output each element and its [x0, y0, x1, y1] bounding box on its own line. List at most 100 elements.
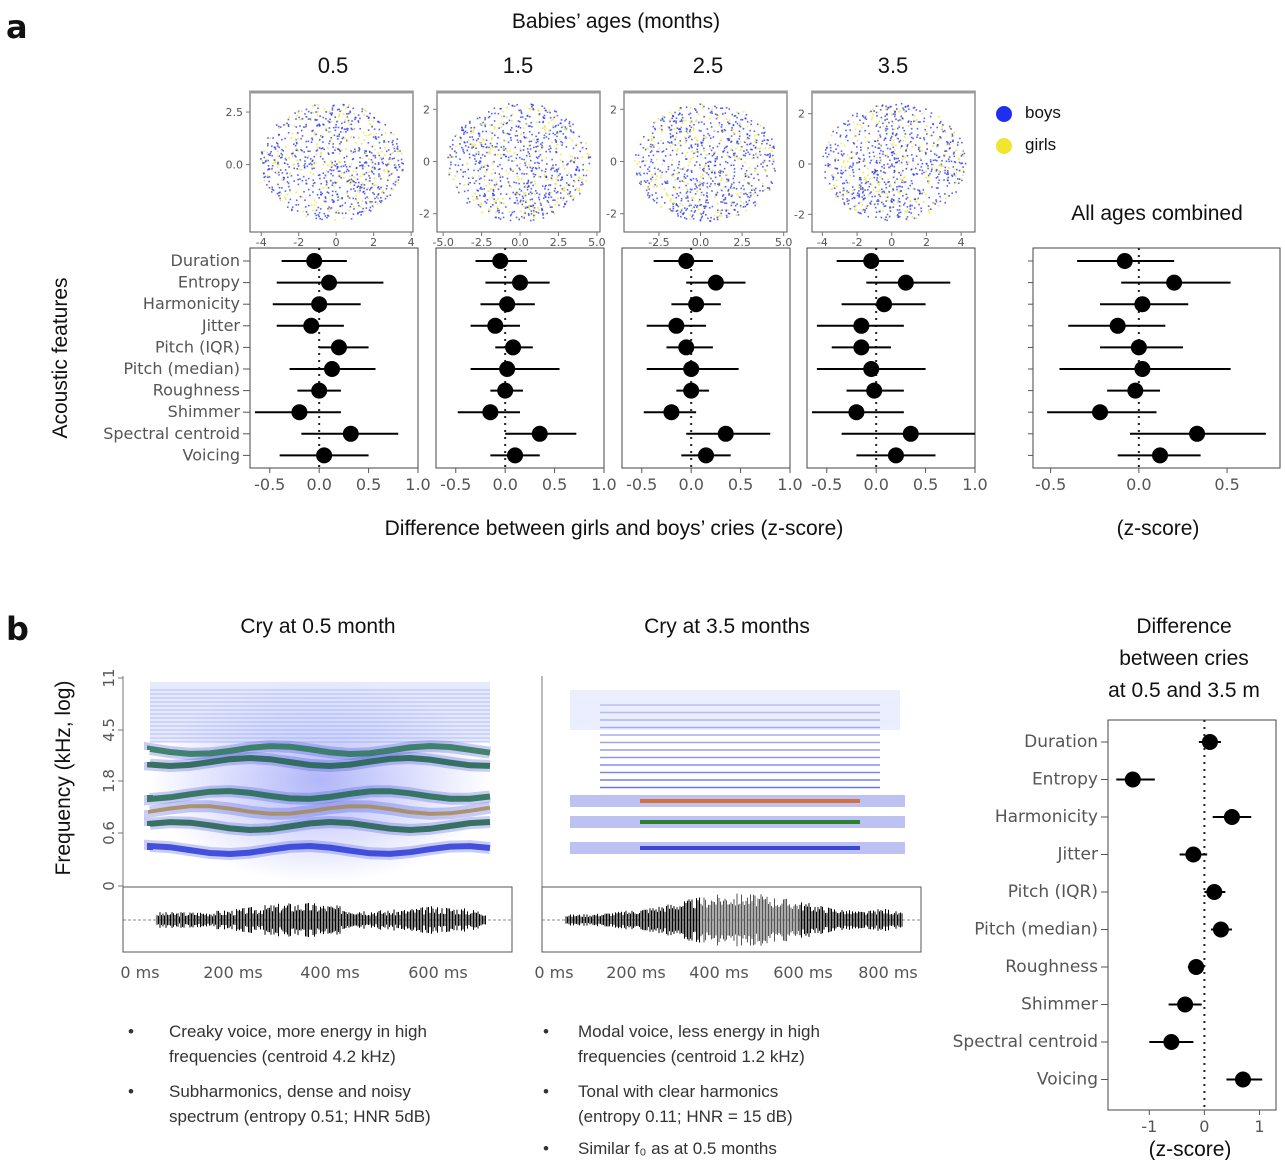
estimate-point	[531, 425, 548, 442]
estimate-point	[342, 425, 359, 442]
legend-girls-marker	[996, 138, 1012, 154]
time-tick: 0 ms	[534, 963, 573, 982]
diff-xlabel: (z-score)	[1149, 1138, 1232, 1160]
forest-age-0.5: Duration Entropy Harmonicity Jitter Pitch (I…	[103, 247, 431, 494]
forest-xtick: 1.0	[405, 475, 430, 494]
umap-ytick: 0	[610, 156, 617, 169]
umap-panel-2.5: 2.5 -2.5 0.0 2.5 5.0 2 0 -2	[606, 53, 792, 249]
umap-age-title: 2.5	[693, 53, 724, 78]
forest-panels: Duration Entropy Harmonicity Jitter Pitch (I…	[103, 247, 1281, 494]
estimate-point	[1109, 317, 1126, 334]
forest-xtick: -0.5	[1035, 475, 1066, 494]
estimate-point	[330, 339, 347, 356]
freq-axis-left: 11 4.5 1.8 0.6 0	[100, 668, 124, 891]
umap-age-title: 3.5	[878, 53, 909, 78]
forest-xtick: 0.5	[913, 475, 938, 494]
umap-age-title: 1.5	[503, 53, 534, 78]
bullet-mid-2-line1: Tonal with clear harmonics	[578, 1082, 778, 1101]
forest-frame	[249, 247, 419, 469]
estimate-point	[688, 296, 705, 313]
bullet-mid-1-line1: Modal voice, less energy in high	[578, 1022, 820, 1041]
estimate-point	[321, 274, 338, 291]
estimate-point	[876, 296, 893, 313]
estimate-point	[902, 425, 919, 442]
estimate-point	[683, 361, 700, 377]
forest-xlabel: Difference between girls and boys’ cries…	[385, 517, 844, 540]
umap-xtick: 2.5	[550, 236, 568, 249]
estimate-point	[1124, 771, 1141, 788]
umap-frame	[811, 90, 976, 233]
umap-ytick: 0	[798, 158, 805, 171]
estimate-point	[663, 404, 680, 421]
feature-label: Harmonicity	[143, 294, 240, 313]
waveform-mid	[541, 886, 922, 953]
umap-frame	[249, 90, 414, 233]
umap-frame	[623, 90, 788, 233]
bullets-left: • Creaky voice, more energy in high freq…	[128, 1022, 431, 1126]
umap-xtick: 2.5	[733, 236, 751, 249]
spectrogram-mid	[570, 690, 905, 854]
forest-frame	[1032, 247, 1281, 469]
umap-xtick: 0.0	[692, 236, 710, 249]
umap-points	[633, 103, 776, 222]
legend-boys-label: boys	[1025, 103, 1061, 122]
estimate-point	[482, 404, 499, 421]
feature-label: Harmonicity	[995, 807, 1098, 827]
estimate-point	[487, 317, 504, 334]
umap-xtick: -2.5	[471, 236, 492, 249]
bullet-left-2-line1: Subharmonics, dense and noisy	[169, 1082, 411, 1101]
combined-xlabel: (z-score)	[1117, 517, 1200, 540]
svg-text:•: •	[543, 1139, 549, 1158]
estimate-point	[897, 274, 914, 291]
estimate-point	[1152, 447, 1169, 464]
estimate-point	[497, 382, 514, 399]
forest-xtick: 0.0	[863, 475, 888, 494]
umap-xtick: 5.0	[775, 236, 793, 249]
umap-xtick: -2.5	[648, 236, 669, 249]
feature-label: Jitter	[1056, 845, 1098, 865]
feature-label: Spectral centroid	[103, 424, 240, 443]
estimate-point	[853, 339, 870, 356]
forest-xtick: 0.0	[492, 475, 517, 494]
forest-xtick: 0.5	[1214, 475, 1239, 494]
feature-label: Pitch (median)	[124, 359, 241, 378]
diff-title-line2: between cries	[1119, 647, 1249, 670]
umap-points	[260, 103, 404, 221]
feature-label: Duration	[171, 251, 241, 270]
estimate-point	[1163, 1034, 1180, 1050]
estimate-point	[717, 425, 734, 442]
estimate-point	[306, 253, 323, 269]
umap-xtick: -4	[256, 236, 267, 249]
umap-xtick: 0.0	[511, 236, 529, 249]
freq-tick: 4.5	[100, 718, 118, 742]
all-ages-title: All ages combined	[1071, 202, 1243, 225]
umap-xtick: -4	[817, 236, 828, 249]
umap-xtick: 0	[333, 236, 340, 249]
estimate-point	[324, 361, 341, 377]
umap-xtick: 2	[923, 236, 930, 249]
umap-xtick: -2	[293, 236, 304, 249]
estimate-point	[512, 274, 528, 291]
estimate-point	[1185, 846, 1202, 863]
waveform-left	[122, 886, 513, 953]
feature-label: Entropy	[1032, 770, 1098, 790]
estimate-point	[1234, 1071, 1251, 1088]
estimate-point	[683, 382, 700, 399]
estimate-point	[1134, 361, 1151, 377]
time-tick: 400 ms	[300, 963, 360, 982]
umap-ytick: 2	[798, 108, 805, 121]
feature-label: Voicing	[183, 445, 240, 464]
feature-label: Shimmer	[168, 402, 241, 421]
cry-mid-title: Cry at 3.5 months	[644, 615, 810, 638]
svg-text:•: •	[543, 1082, 549, 1101]
estimate-point	[499, 296, 516, 313]
estimate-point	[499, 361, 516, 377]
umap-ytick: 0	[423, 156, 430, 169]
panel-label-b: b	[6, 610, 29, 648]
forest-xtick: 0	[1199, 1117, 1209, 1136]
time-tick: 600 ms	[408, 963, 468, 982]
feature-label: Pitch (IQR)	[1008, 882, 1098, 902]
spectrogram-left	[144, 678, 491, 883]
forest-age-3.5: -0.5 0.0 0.5 1.0	[806, 247, 988, 494]
